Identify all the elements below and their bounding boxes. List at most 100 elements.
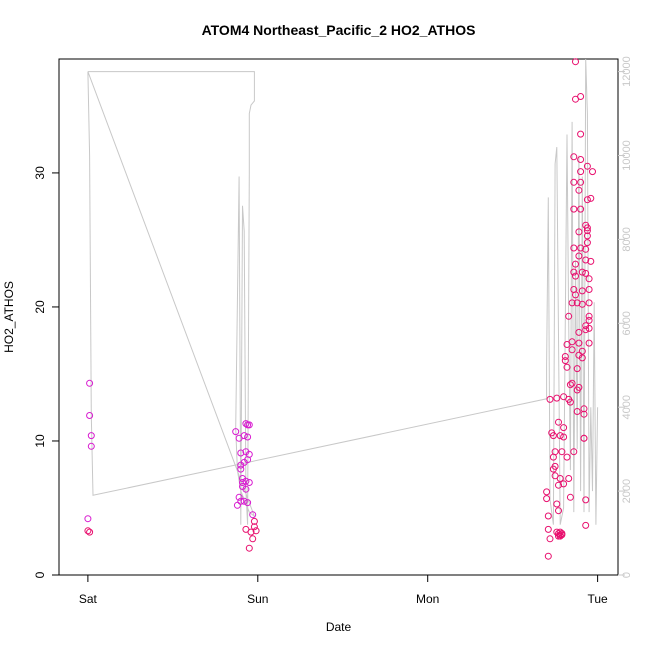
- data-point: [585, 339, 593, 347]
- data-point: [570, 244, 578, 252]
- y2-tick-label: 2000: [621, 479, 633, 503]
- data-point: [575, 328, 583, 336]
- data-point: [84, 527, 92, 535]
- data-point: [544, 552, 552, 560]
- data-point: [568, 379, 576, 387]
- data-point: [573, 365, 581, 373]
- data-point: [583, 224, 591, 232]
- data-point: [585, 324, 593, 332]
- data-point: [565, 312, 573, 320]
- chart-title: ATOM4 Northeast_Pacific_2 HO2_ATHOS: [202, 22, 476, 38]
- x-tick-label: Tue: [587, 592, 608, 606]
- data-point: [583, 162, 591, 170]
- data-point: [237, 449, 245, 457]
- data-point: [87, 442, 95, 450]
- data-point: [577, 93, 585, 100]
- data-point: [240, 432, 248, 440]
- y-axis-left: 0 10 20 30: [33, 166, 59, 578]
- y2-tick-label: 0: [621, 572, 633, 578]
- data-point: [570, 448, 578, 456]
- data-point: [577, 244, 585, 252]
- data-point: [582, 326, 590, 334]
- data-point: [570, 268, 578, 276]
- data-point: [561, 357, 569, 365]
- altitude-line-layer: [87, 58, 599, 525]
- data-point: [575, 339, 583, 347]
- y-tick-label: 30: [33, 166, 47, 180]
- data-point: [546, 535, 554, 543]
- data-point: [86, 412, 94, 419]
- data-point: [577, 205, 585, 213]
- data-point: [544, 525, 552, 533]
- data-point: [575, 383, 583, 391]
- data-point: [86, 379, 94, 387]
- data-point: [556, 528, 564, 536]
- data-point: [578, 354, 586, 362]
- data-point: [563, 363, 571, 371]
- data-point: [543, 488, 551, 496]
- data-point: [242, 420, 250, 428]
- data-point: [232, 428, 240, 436]
- y-axis-label: HO2_ATHOS: [2, 281, 16, 353]
- data-point: [583, 239, 591, 247]
- data-point: [543, 495, 551, 503]
- data-point: [580, 410, 588, 418]
- data-point: [560, 480, 568, 488]
- data-points-layer: [84, 58, 596, 560]
- x-tick-label: Mon: [416, 592, 439, 606]
- data-point: [553, 500, 561, 508]
- data-point: [252, 527, 260, 535]
- data-point: [242, 485, 250, 493]
- data-point: [237, 465, 245, 473]
- data-point: [580, 405, 588, 413]
- data-point: [578, 347, 586, 355]
- data-point: [580, 434, 588, 442]
- data-point: [549, 465, 557, 473]
- data-point: [560, 424, 568, 432]
- x-tick-label: Sun: [247, 592, 268, 606]
- data-point: [544, 512, 552, 520]
- data-point: [577, 168, 585, 176]
- data-point: [84, 515, 92, 523]
- y-tick-label: 0: [33, 571, 47, 578]
- data-point: [555, 481, 562, 489]
- data-point: [568, 346, 576, 354]
- data-point: [572, 272, 579, 280]
- data-point: [585, 299, 593, 307]
- data-point: [582, 256, 590, 264]
- y2-tick-label: 4000: [621, 395, 633, 419]
- x-axis-label: Date: [326, 620, 352, 634]
- data-point: [233, 501, 241, 509]
- data-point: [577, 130, 585, 138]
- data-point: [575, 186, 583, 194]
- data-point: [568, 338, 576, 346]
- data-point: [244, 499, 252, 507]
- data-point: [587, 194, 595, 202]
- y-tick-label: 10: [33, 434, 47, 448]
- data-point: [546, 395, 554, 403]
- data-point: [237, 497, 245, 505]
- data-point: [566, 398, 574, 406]
- data-point: [565, 475, 573, 482]
- data-point: [250, 523, 258, 531]
- data-point: [556, 432, 564, 440]
- data-point: [563, 453, 571, 461]
- data-point: [582, 496, 590, 504]
- data-point: [242, 477, 250, 485]
- data-point: [570, 153, 578, 161]
- data-point: [240, 497, 248, 505]
- data-point: [582, 521, 590, 529]
- data-point: [573, 299, 581, 307]
- data-point: [566, 381, 574, 389]
- data-point: [86, 528, 94, 536]
- data-point: [589, 168, 596, 176]
- data-point: [583, 227, 591, 235]
- data-point: [235, 493, 243, 501]
- data-point: [570, 178, 578, 186]
- data-point: [585, 312, 593, 320]
- data-point: [242, 525, 250, 533]
- data-point: [558, 448, 566, 456]
- data-point: [577, 178, 585, 186]
- data-point: [239, 479, 246, 486]
